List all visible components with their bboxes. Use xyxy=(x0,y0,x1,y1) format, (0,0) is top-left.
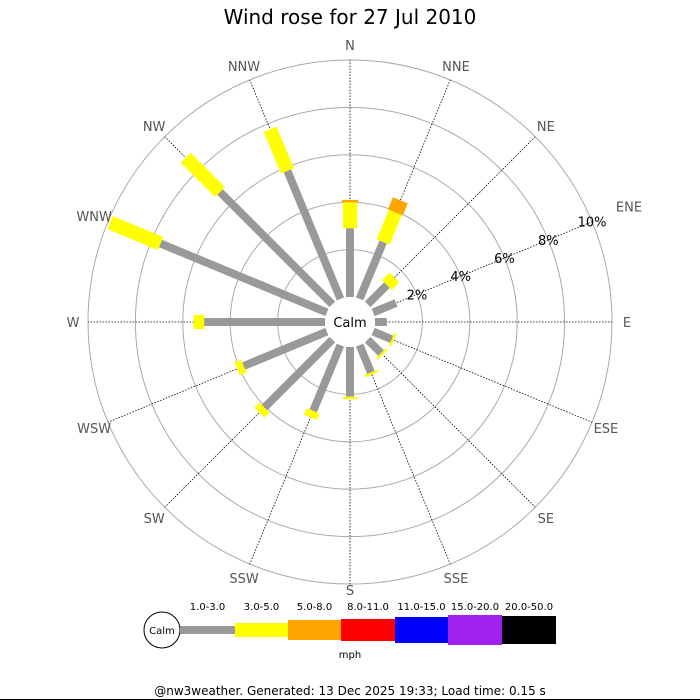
direction-label-n: N xyxy=(345,39,355,54)
legend-swatch-1.0-3.0 xyxy=(180,626,235,634)
direction-label-nne: NNE xyxy=(442,60,470,75)
legend-label-8.0-11.0: 8.0-11.0 xyxy=(347,602,389,613)
bar-s-3.0-5.0 xyxy=(343,396,357,400)
direction-label-se: SE xyxy=(538,512,554,527)
bar-nne-1.0-3.0 xyxy=(355,240,387,301)
bar-w-3.0-5.0 xyxy=(193,315,205,329)
bar-s-1.0-3.0 xyxy=(346,347,354,397)
legend-label-15.0-20.0: 15.0-20.0 xyxy=(451,602,499,613)
bar-nne-3.0-5.0 xyxy=(376,209,402,245)
direction-label-sw: SW xyxy=(144,512,165,527)
direction-label-nw: NW xyxy=(143,120,166,135)
chart-title: Wind rose for 27 Jul 2010 xyxy=(224,5,477,29)
direction-label-ssw: SSW xyxy=(229,572,259,587)
direction-label-nnw: NNW xyxy=(228,60,260,75)
bar-e-1.0-3.0 xyxy=(374,318,387,326)
legend-label-11.0-15.0: 11.0-15.0 xyxy=(397,602,445,613)
bar-w-1.0-3.0 xyxy=(204,318,326,326)
bar-ne-3.0-5.0 xyxy=(382,272,400,290)
direction-label-sse: SSE xyxy=(444,572,469,587)
bar-sw-1.0-3.0 xyxy=(261,336,336,411)
bar-se-1.0-3.0 xyxy=(364,336,384,356)
bar-sse-3.0-5.0 xyxy=(364,369,379,378)
grid-ring xyxy=(182,154,518,490)
direction-label-ne: NE xyxy=(537,120,555,135)
direction-label-s: S xyxy=(346,584,354,599)
bar-wsw-3.0-5.0 xyxy=(234,359,247,376)
bar-n-1.0-3.0 xyxy=(346,228,354,297)
bar-wnw-1.0-3.0 xyxy=(158,239,329,317)
ring-tick-label: 6% xyxy=(494,252,515,267)
legend-swatch-11.0-15.0 xyxy=(395,617,448,643)
bar-ene-1.0-3.0 xyxy=(371,299,398,317)
calm-label: Calm xyxy=(333,316,366,331)
bar-nw-3.0-5.0 xyxy=(180,152,225,197)
ring-tick-label: 10% xyxy=(578,216,607,231)
legend-swatch-20.0-50.0 xyxy=(502,616,556,644)
grid-ring xyxy=(134,106,566,538)
direction-label-wsw: WSW xyxy=(77,422,111,437)
bars xyxy=(107,126,408,421)
bar-ese-1.0-3.0 xyxy=(371,327,394,343)
direction-label-ese: ESE xyxy=(594,422,619,437)
bar-wsw-1.0-3.0 xyxy=(242,327,329,370)
bar-sse-1.0-3.0 xyxy=(355,343,375,374)
legend-calm-label: Calm xyxy=(149,626,175,637)
ring-tick-label: 8% xyxy=(538,234,559,249)
bar-nnw-1.0-3.0 xyxy=(283,169,345,301)
legend-label-3.0-5.0: 3.0-5.0 xyxy=(244,602,279,613)
calm-circle xyxy=(325,297,375,347)
bar-se-3.0-5.0 xyxy=(376,348,388,360)
bar-sw-3.0-5.0 xyxy=(254,402,270,418)
bar-nnw-3.0-5.0 xyxy=(263,126,294,174)
direction-label-wnw: WNW xyxy=(76,210,112,225)
direction-label-e: E xyxy=(623,316,631,331)
legend-swatch-5.0-8.0 xyxy=(288,620,341,640)
bar-ssw-1.0-3.0 xyxy=(309,343,345,413)
legend-swatch-8.0-11.0 xyxy=(341,619,395,641)
legend-swatch-3.0-5.0 xyxy=(235,623,288,637)
direction-label-w: W xyxy=(67,316,80,331)
bar-ne-1.0-3.0 xyxy=(364,282,390,308)
bar-nw-1.0-3.0 xyxy=(217,189,336,308)
legend-unit-label: mph xyxy=(339,650,361,661)
legend-label-5.0-8.0: 5.0-8.0 xyxy=(297,602,332,613)
bar-n-3.0-5.0 xyxy=(343,202,357,229)
legend-label-20.0-50.0: 20.0-50.0 xyxy=(505,602,553,613)
bar-n-5.0-8.0 xyxy=(342,199,358,203)
legend-swatch-15.0-20.0 xyxy=(448,615,502,645)
footer-text: @nw3weather. Generated: 13 Dec 2025 19:3… xyxy=(154,684,546,698)
legend-label-1.0-3.0: 1.0-3.0 xyxy=(190,602,225,613)
bar-ssw-3.0-5.0 xyxy=(304,408,320,421)
ring-tick-label: 2% xyxy=(407,288,428,303)
direction-label-ene: ENE xyxy=(616,200,642,215)
bar-ese-3.0-5.0 xyxy=(389,332,397,347)
ring-tick-label: 4% xyxy=(450,270,471,285)
legend: Calm mph 1.0-3.0 3.0-5.0 5.0-8.0 8.0-11.0 11… xyxy=(143,602,556,661)
ring-tick-labels: 2% 4% 6% 8% 10% xyxy=(407,216,607,304)
bar-nne-5.0-8.0 xyxy=(388,197,408,216)
bar-wnw-3.0-5.0 xyxy=(107,216,164,250)
